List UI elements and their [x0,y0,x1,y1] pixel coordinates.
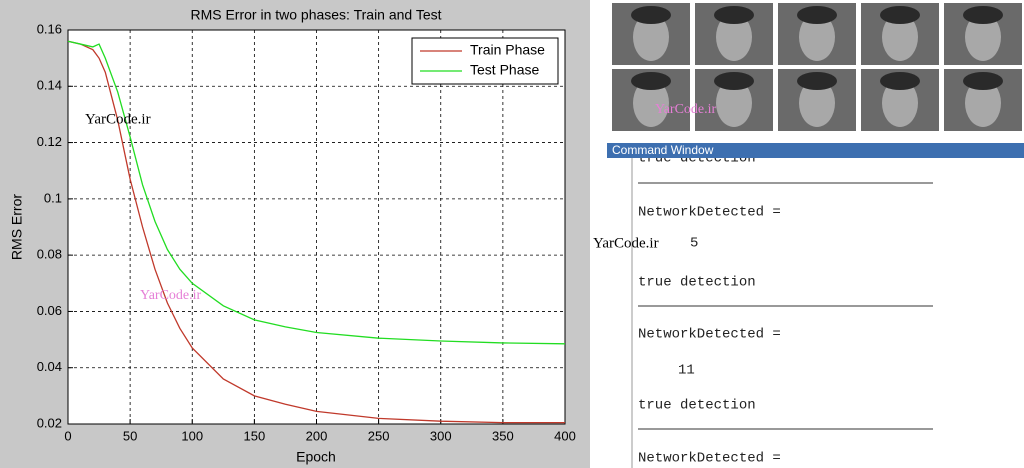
chart-title: RMS Error in two phases: Train and Test [190,7,441,23]
hair [963,72,1003,90]
hair [797,6,837,24]
hair [714,6,754,24]
x-tick-label: 100 [181,428,203,443]
command-output-line: NetworkDetected = [638,205,781,221]
hair [631,72,671,90]
watermark: YarCode.ir [140,288,202,303]
y-tick-label: 0.1 [44,190,62,205]
series-line [67,40,566,345]
command-output-line: true detection [638,398,756,414]
x-tick-label: 400 [554,428,576,443]
y-tick-label: 0.12 [37,134,62,149]
window-title: Command Window [612,143,714,157]
x-axis-label: Epoch [296,449,336,465]
x-tick-label: 200 [306,428,328,443]
command-window: true detection NetworkDetected = 5 true det… [607,143,1024,468]
watermark: YarCode.ir [593,235,659,251]
command-output-line: 11 [678,363,695,379]
command-output-line: NetworkDetected = [638,327,781,343]
x-tick-label: 250 [368,428,390,443]
command-output-line: true detection [638,275,756,291]
face-shape [633,13,669,61]
hair [963,6,1003,24]
face-shape [633,79,669,127]
face-shape [716,13,752,61]
watermark: YarCode.ir [655,102,717,117]
y-tick-label: 0.14 [37,78,62,93]
face-gallery [607,0,1024,135]
hair [880,6,920,24]
legend-label: Train Phase [470,42,545,58]
face-shape [799,79,835,127]
y-tick-label: 0.04 [37,359,62,374]
y-tick-label: 0.16 [37,21,62,36]
legend-label: Test Phase [470,62,539,78]
command-output-line: NetworkDetected = [638,451,781,467]
command-output-line: 5 [690,236,698,252]
watermark: YarCode.ir [85,111,151,127]
face-shape [965,79,1001,127]
hair [797,72,837,90]
hair [631,6,671,24]
y-tick-label: 0.08 [37,247,62,262]
y-axis-label: RMS Error [9,194,25,260]
y-tick-label: 0.06 [37,303,62,318]
x-tick-label: 150 [244,428,266,443]
x-tick-label: 50 [123,428,137,443]
x-tick-label: 300 [430,428,452,443]
series-line [67,40,565,424]
y-tick-label: 0.02 [37,415,62,430]
face-shape [799,13,835,61]
title-bar [607,143,1024,158]
x-tick-label: 0 [64,428,71,443]
face-shape [882,13,918,61]
hair [880,72,920,90]
plot-area [67,29,566,425]
hair [714,72,754,90]
face-shape [716,79,752,127]
x-tick-label: 350 [492,428,514,443]
face-shape [882,79,918,127]
legend-box [411,37,559,85]
face-shape [965,13,1001,61]
plot: 0 50 100 150 200 250 300 350 400 0.02 0.04 0.06 0.08… [37,21,576,443]
